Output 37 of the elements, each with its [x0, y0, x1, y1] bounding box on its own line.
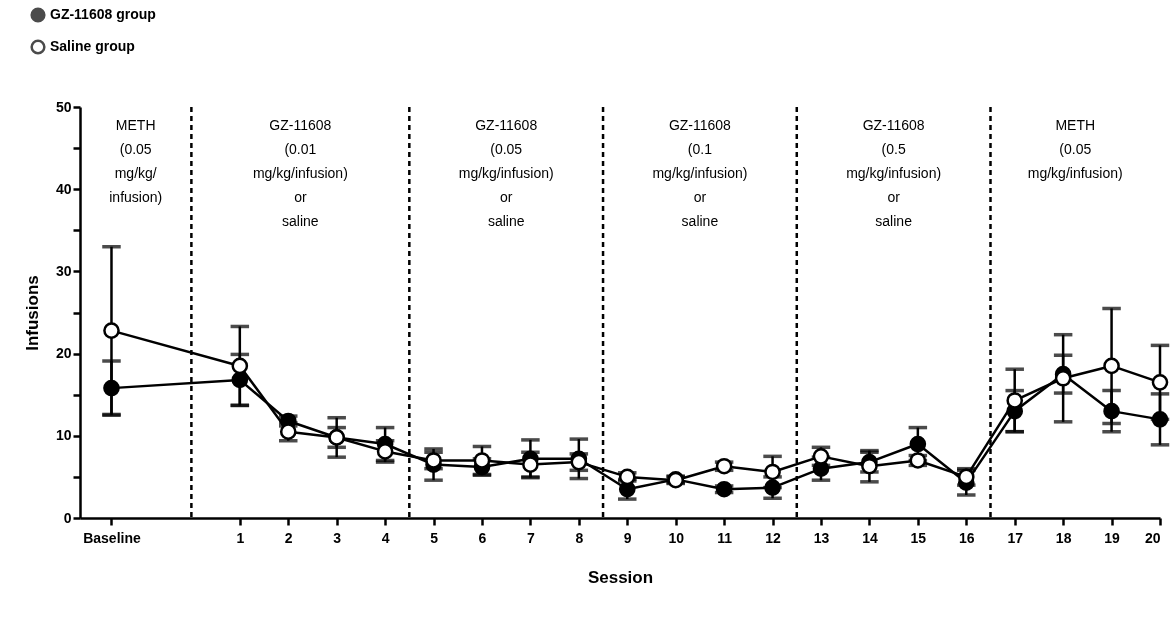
x-tick-label: 12 [765, 529, 782, 546]
y-axis-title: Infusions [22, 275, 42, 351]
x-tick-label: 9 [623, 529, 632, 546]
annotation: METH (0.05 mg/kg/ infusion) [109, 117, 163, 205]
x-tick-label: 11 [717, 529, 733, 546]
x-tick-label: 15 [910, 529, 927, 546]
x-tick-label: 8 [575, 529, 584, 546]
x-tick-label: 10 [668, 529, 685, 546]
annotation: METH (0.05 mg/kg/infusion) [1027, 117, 1123, 181]
annotation: GZ-11608 (0.5 mg/kg/infusion) or saline [846, 117, 942, 229]
x-tick-label: 6 [478, 529, 487, 546]
x-tick-label: 16 [958, 529, 975, 546]
y-tick-label: 10 [55, 427, 72, 444]
x-axis-title: Session [587, 567, 654, 587]
x-tick-label: 3 [333, 529, 342, 546]
x-tick-label: 2 [284, 529, 293, 546]
y-tick-label: 0 [63, 509, 72, 526]
legend-label: GZ-11608 group [50, 6, 156, 22]
annotation: GZ-11608 (0.1 mg/kg/infusion) or saline [652, 117, 748, 229]
legend-label: Saline group [50, 38, 135, 54]
y-tick-label: 30 [55, 262, 72, 279]
x-tick-label: Baseline [83, 529, 141, 546]
x-tick-label: 4 [381, 529, 390, 546]
x-tick-label: 17 [1007, 529, 1024, 546]
y-tick-label: 50 [55, 98, 72, 115]
y-tick-label: 20 [55, 345, 72, 362]
x-tick-label: 14 [862, 529, 878, 546]
x-tick-label: 1 [236, 529, 245, 546]
x-tick-label: 19 [1104, 529, 1121, 546]
x-tick-label: 7 [527, 529, 536, 546]
x-tick-label: 13 [813, 529, 830, 546]
annotation: GZ-11608 (0.05 mg/kg/infusion) or saline [458, 117, 554, 229]
x-tick-label: 20 [1144, 529, 1161, 546]
annotation: GZ-11608 (0.01 mg/kg/infusion) or saline [252, 117, 348, 229]
y-tick-label: 40 [55, 180, 72, 197]
x-tick-label: 5 [430, 529, 439, 546]
x-tick-label: 18 [1055, 529, 1072, 546]
